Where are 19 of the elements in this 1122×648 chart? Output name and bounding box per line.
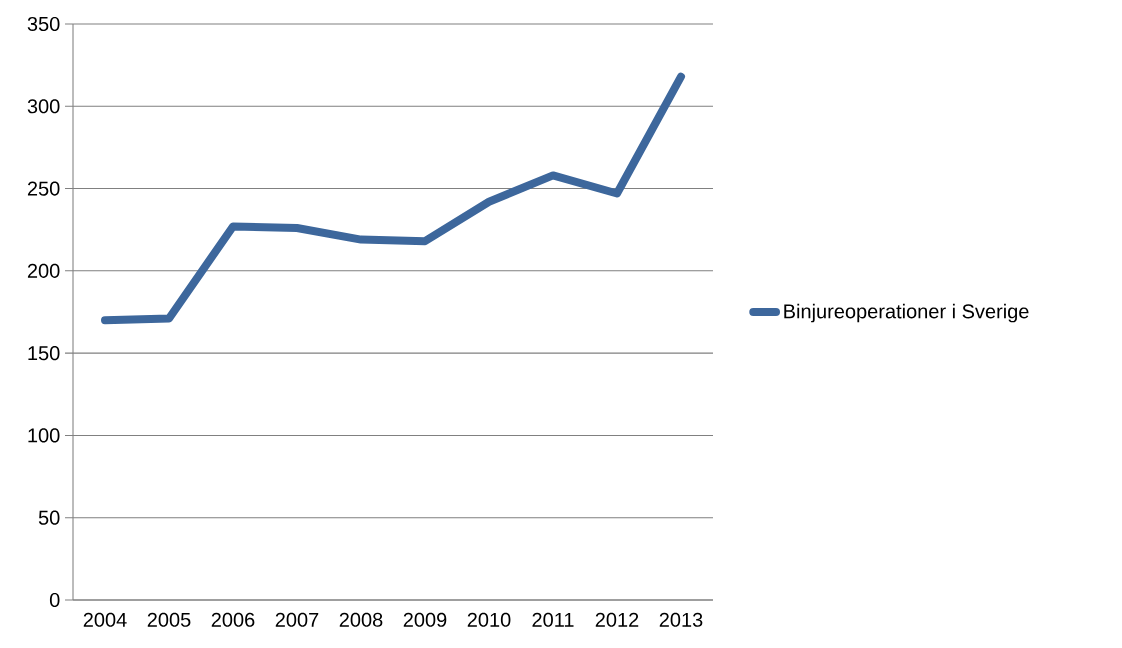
y-tick-label: 100 [28, 428, 60, 443]
x-tick-label: 2010 [467, 612, 511, 627]
x-tick-label: 2008 [339, 612, 383, 627]
x-tick-label: 2011 [532, 612, 574, 627]
x-tick-label: 2013 [659, 612, 703, 627]
x-tick-label: 2006 [211, 612, 255, 627]
y-tick-label: 150 [28, 346, 60, 361]
legend-label: Binjureoperationer i Sverige [784, 303, 1029, 323]
x-tick-label: 2007 [275, 612, 319, 627]
y-tick-label: 250 [27, 181, 60, 196]
x-tick-label: 2005 [147, 612, 191, 627]
y-tick-label: 50 [38, 510, 60, 525]
x-tick-label: 2012 [595, 612, 639, 627]
y-tick-label: 0 [49, 592, 60, 608]
x-tick-label: 2004 [83, 612, 127, 627]
x-tick-label: 2009 [403, 612, 447, 627]
y-tick-label: 200 [27, 263, 60, 278]
y-tick-label: 300 [27, 99, 60, 114]
y-tick-label: 350 [27, 16, 60, 32]
